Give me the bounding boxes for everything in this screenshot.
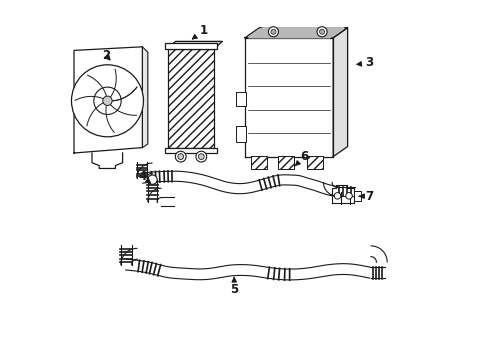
Polygon shape [332,185,354,203]
Circle shape [178,154,184,159]
Circle shape [319,29,324,34]
Polygon shape [342,192,350,204]
Polygon shape [161,197,174,206]
Circle shape [94,87,121,114]
Circle shape [346,193,352,199]
Text: 6: 6 [295,150,309,166]
Polygon shape [126,259,372,280]
Polygon shape [141,171,338,197]
Bar [236,126,245,142]
Polygon shape [248,28,344,38]
Polygon shape [371,246,387,262]
Bar [278,156,294,169]
Polygon shape [143,47,148,148]
Bar [251,156,268,169]
Bar [168,49,215,148]
Polygon shape [148,180,157,202]
Polygon shape [74,47,143,153]
Bar [354,191,361,201]
Polygon shape [121,245,132,265]
Bar [251,156,268,169]
Bar [278,156,294,169]
Polygon shape [92,153,122,168]
Circle shape [72,65,144,137]
Text: 3: 3 [357,57,373,69]
Polygon shape [137,163,152,178]
Bar [166,148,217,153]
Text: 4: 4 [138,170,150,183]
Circle shape [198,154,204,159]
Bar [166,43,217,49]
Circle shape [269,27,278,37]
Bar [168,49,215,148]
Circle shape [103,96,112,105]
Circle shape [175,151,186,162]
Polygon shape [337,187,355,196]
Polygon shape [323,183,337,196]
Circle shape [334,193,341,199]
Circle shape [317,27,327,37]
Polygon shape [148,188,161,202]
Polygon shape [121,248,137,265]
Bar [307,156,323,169]
Circle shape [148,175,157,184]
Text: 1: 1 [193,24,208,39]
Polygon shape [245,38,333,157]
Bar [236,92,245,106]
Bar [307,156,323,169]
Polygon shape [168,41,222,49]
Text: 7: 7 [359,190,373,203]
Circle shape [271,29,276,34]
Polygon shape [137,162,147,178]
Text: 5: 5 [230,277,238,296]
Polygon shape [371,267,386,278]
Polygon shape [245,28,347,38]
Circle shape [196,151,207,162]
Text: 2: 2 [102,49,110,62]
Polygon shape [333,28,347,157]
